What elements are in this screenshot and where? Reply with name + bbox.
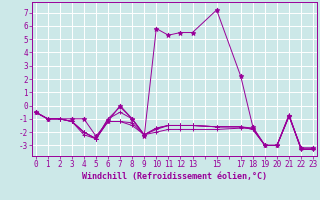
X-axis label: Windchill (Refroidissement éolien,°C): Windchill (Refroidissement éolien,°C) — [82, 172, 267, 181]
